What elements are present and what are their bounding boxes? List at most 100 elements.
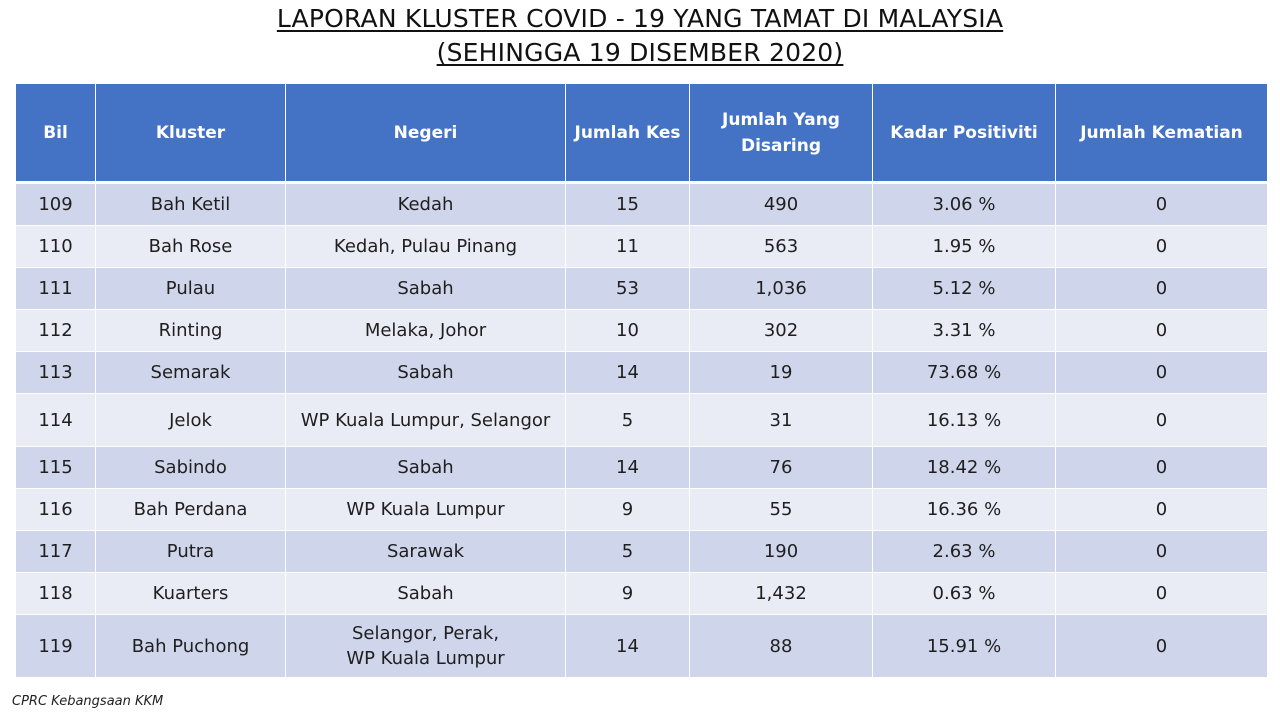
cell-bil: 110 xyxy=(15,225,96,268)
cell-kadar-positiviti: 1.95 % xyxy=(872,225,1056,268)
cell-jumlah-disaring: 490 xyxy=(689,182,873,226)
report-title: LAPORAN KLUSTER COVID - 19 YANG TAMAT DI… xyxy=(0,2,1280,70)
cell-jumlah-kematian: 0 xyxy=(1055,393,1268,447)
cell-jumlah-kematian: 0 xyxy=(1055,530,1268,573)
cell-negeri: WP Kuala Lumpur xyxy=(285,488,566,531)
header-kluster: Kluster xyxy=(95,83,286,184)
cell-kluster: Rinting xyxy=(95,309,286,352)
cell-jumlah-kes: 5 xyxy=(565,530,690,573)
cell-jumlah-disaring: 88 xyxy=(689,614,873,678)
header-jumlah-kes: Jumlah Kes xyxy=(565,83,690,184)
cell-bil: 109 xyxy=(15,182,96,226)
table-row: 116 Bah Perdana WP Kuala Lumpur 9 55 16.… xyxy=(15,488,1268,531)
report-title-line-1: LAPORAN KLUSTER COVID - 19 YANG TAMAT DI… xyxy=(276,4,1004,33)
cell-jumlah-kematian: 0 xyxy=(1055,225,1268,268)
cell-jumlah-kes: 14 xyxy=(565,446,690,489)
cell-kluster: Semarak xyxy=(95,351,286,394)
cell-jumlah-kes: 5 xyxy=(565,393,690,447)
cell-kadar-positiviti: 73.68 % xyxy=(872,351,1056,394)
cell-kluster: Bah Puchong xyxy=(95,614,286,678)
cell-kluster: Putra xyxy=(95,530,286,573)
cell-kluster: Bah Perdana xyxy=(95,488,286,531)
cell-kluster: Bah Rose xyxy=(95,225,286,268)
cell-kadar-positiviti: 15.91 % xyxy=(872,614,1056,678)
table-body: 109 Bah Ketil Kedah 15 490 3.06 % 0 110 … xyxy=(15,182,1268,678)
cell-jumlah-disaring: 190 xyxy=(689,530,873,573)
cell-jumlah-disaring: 302 xyxy=(689,309,873,352)
cell-kluster: Jelok xyxy=(95,393,286,447)
header-negeri: Negeri xyxy=(285,83,566,184)
cell-kluster: Sabindo xyxy=(95,446,286,489)
cell-kadar-positiviti: 16.36 % xyxy=(872,488,1056,531)
cell-jumlah-disaring: 1,432 xyxy=(689,572,873,615)
cell-jumlah-kes: 14 xyxy=(565,614,690,678)
table-header: Bil Kluster Negeri Jumlah Kes Jumlah Yan… xyxy=(15,83,1268,184)
header-row: Bil Kluster Negeri Jumlah Kes Jumlah Yan… xyxy=(15,83,1268,184)
cell-jumlah-kematian: 0 xyxy=(1055,446,1268,489)
cell-jumlah-disaring: 19 xyxy=(689,351,873,394)
cell-jumlah-disaring: 76 xyxy=(689,446,873,489)
cell-negeri: Selangor, Perak, WP Kuala Lumpur xyxy=(285,614,566,678)
cell-negeri: Kedah xyxy=(285,182,566,226)
cell-kluster: Kuarters xyxy=(95,572,286,615)
table-row: 117 Putra Sarawak 5 190 2.63 % 0 xyxy=(15,530,1268,573)
header-jumlah-kematian: Jumlah Kematian xyxy=(1055,83,1268,184)
cell-jumlah-kematian: 0 xyxy=(1055,309,1268,352)
cell-jumlah-kematian: 0 xyxy=(1055,267,1268,310)
cell-negeri: Sabah xyxy=(285,572,566,615)
cell-jumlah-kes: 10 xyxy=(565,309,690,352)
cell-bil: 118 xyxy=(15,572,96,615)
cell-bil: 111 xyxy=(15,267,96,310)
cell-bil: 113 xyxy=(15,351,96,394)
cell-bil: 119 xyxy=(15,614,96,678)
cell-negeri: Sarawak xyxy=(285,530,566,573)
cell-jumlah-kematian: 0 xyxy=(1055,614,1268,678)
cell-jumlah-disaring: 31 xyxy=(689,393,873,447)
cell-jumlah-disaring: 55 xyxy=(689,488,873,531)
source-note: CPRC Kebangsaan KKM xyxy=(12,694,164,709)
report-title-line-2: (SEHINGGA 19 DISEMBER 2020) xyxy=(436,38,844,67)
cell-kluster: Bah Ketil xyxy=(95,182,286,226)
cell-jumlah-kes: 9 xyxy=(565,572,690,615)
cell-kadar-positiviti: 3.31 % xyxy=(872,309,1056,352)
table-row: 115 Sabindo Sabah 14 76 18.42 % 0 xyxy=(15,446,1268,489)
cell-kadar-positiviti: 5.12 % xyxy=(872,267,1056,310)
cell-jumlah-kes: 14 xyxy=(565,351,690,394)
cell-kluster: Pulau xyxy=(95,267,286,310)
cell-jumlah-kematian: 0 xyxy=(1055,488,1268,531)
cell-negeri: Sabah xyxy=(285,267,566,310)
table-row: 118 Kuarters Sabah 9 1,432 0.63 % 0 xyxy=(15,572,1268,615)
cell-jumlah-kematian: 0 xyxy=(1055,182,1268,226)
cell-negeri: Sabah xyxy=(285,351,566,394)
table-row: 114 Jelok WP Kuala Lumpur, Selangor 5 31… xyxy=(15,393,1268,447)
cell-jumlah-kes: 15 xyxy=(565,182,690,226)
cell-negeri: Kedah, Pulau Pinang xyxy=(285,225,566,268)
cell-jumlah-kematian: 0 xyxy=(1055,572,1268,615)
table-row: 112 Rinting Melaka, Johor 10 302 3.31 % … xyxy=(15,309,1268,352)
cell-kadar-positiviti: 0.63 % xyxy=(872,572,1056,615)
table-row: 110 Bah Rose Kedah, Pulau Pinang 11 563 … xyxy=(15,225,1268,268)
header-kadar-positiviti: Kadar Positiviti xyxy=(872,83,1056,184)
cell-bil: 116 xyxy=(15,488,96,531)
cell-jumlah-kes: 11 xyxy=(565,225,690,268)
cell-kadar-positiviti: 16.13 % xyxy=(872,393,1056,447)
cell-kadar-positiviti: 18.42 % xyxy=(872,446,1056,489)
header-bil: Bil xyxy=(15,83,96,184)
table-row: 113 Semarak Sabah 14 19 73.68 % 0 xyxy=(15,351,1268,394)
table-row: 109 Bah Ketil Kedah 15 490 3.06 % 0 xyxy=(15,182,1268,226)
cell-bil: 114 xyxy=(15,393,96,447)
cell-jumlah-kematian: 0 xyxy=(1055,351,1268,394)
table-row: 111 Pulau Sabah 53 1,036 5.12 % 0 xyxy=(15,267,1268,310)
cell-jumlah-kes: 9 xyxy=(565,488,690,531)
table-row: 119 Bah Puchong Selangor, Perak, WP Kual… xyxy=(15,614,1268,678)
cluster-table: Bil Kluster Negeri Jumlah Kes Jumlah Yan… xyxy=(15,83,1268,678)
cell-bil: 112 xyxy=(15,309,96,352)
header-jumlah-disaring: Jumlah Yang Disaring xyxy=(689,83,873,184)
cell-jumlah-kes: 53 xyxy=(565,267,690,310)
cell-negeri: Melaka, Johor xyxy=(285,309,566,352)
cell-kadar-positiviti: 3.06 % xyxy=(872,182,1056,226)
cell-jumlah-disaring: 1,036 xyxy=(689,267,873,310)
cell-bil: 115 xyxy=(15,446,96,489)
cell-negeri: WP Kuala Lumpur, Selangor xyxy=(285,393,566,447)
cell-bil: 117 xyxy=(15,530,96,573)
